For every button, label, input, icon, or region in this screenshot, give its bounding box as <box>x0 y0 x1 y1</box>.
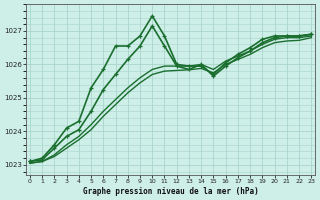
X-axis label: Graphe pression niveau de la mer (hPa): Graphe pression niveau de la mer (hPa) <box>83 187 259 196</box>
